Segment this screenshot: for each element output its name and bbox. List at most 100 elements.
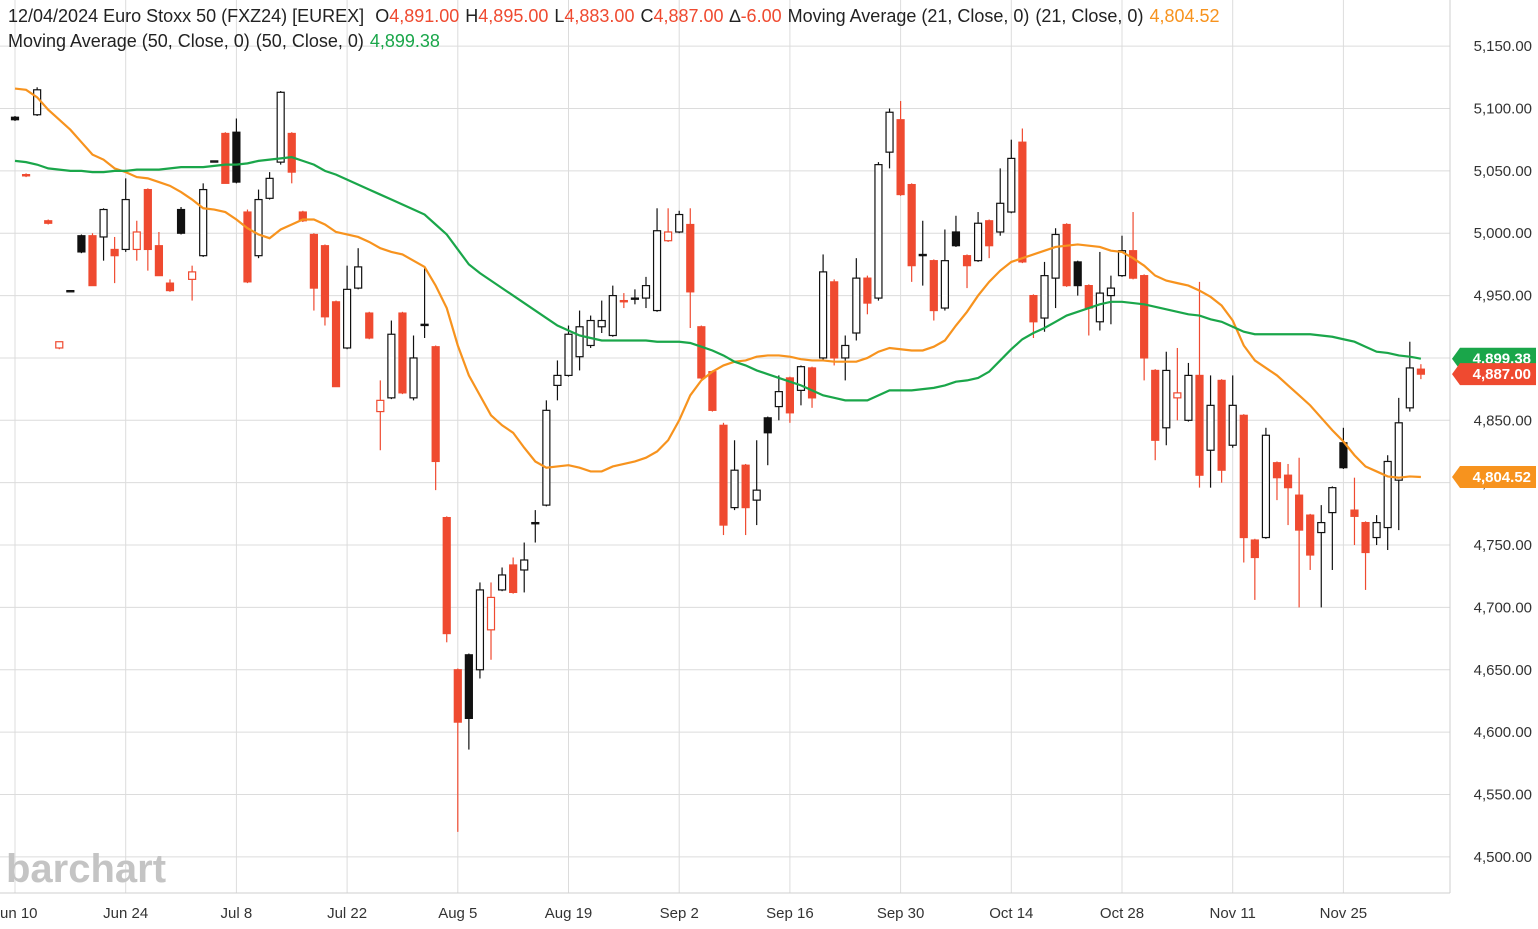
legend-params: (50, Close, 0) (255, 31, 364, 51)
candle-body (154, 245, 164, 277)
candle-body (1084, 285, 1093, 309)
y-tick-label: 4,700.00 (1474, 599, 1532, 616)
candle-body (1018, 141, 1027, 263)
candle-body (165, 282, 175, 292)
candle-body (343, 288, 352, 349)
candle-body (1173, 392, 1182, 399)
candle-body (608, 294, 617, 337)
candle-body (132, 231, 141, 251)
legend-key: O (375, 6, 390, 26)
legend-entry: Moving Average (50, Close, 0) (8, 31, 250, 51)
candle-body (1394, 422, 1403, 481)
candle-body (1383, 460, 1392, 529)
legend-value: 4,895.00 (478, 6, 549, 26)
legend: 12/04/2024 Euro Stoxx 50 (FXZ24) [EUREX]… (8, 4, 1220, 54)
candle-body (1162, 369, 1171, 429)
candle-body (664, 231, 673, 242)
candle-body (652, 230, 662, 312)
last-price-badge-shape (1452, 363, 1536, 386)
candle-body (99, 208, 108, 238)
candle-body (188, 271, 197, 280)
candle-body (619, 299, 628, 303)
candle-body (1272, 462, 1282, 479)
y-tick-label: 5,050.00 (1474, 163, 1532, 180)
candle-body (486, 596, 496, 631)
candle-body (597, 319, 606, 328)
candle-body (575, 326, 584, 358)
legend-value: 4,887.00 (653, 6, 724, 26)
candle-body (497, 574, 507, 591)
candle-body (176, 208, 186, 234)
candle-body (940, 260, 949, 309)
legend-value: 4,804.52 (1149, 6, 1220, 26)
y-tick-label: 4,550.00 (1474, 786, 1532, 803)
legend-key: C (640, 6, 654, 26)
legend-key: ∆ (729, 6, 741, 26)
candle-body (918, 253, 927, 257)
candle-body (951, 231, 961, 247)
grid (0, 0, 1450, 893)
watermark: barchart (6, 847, 166, 891)
y-tick-label: 4,850.00 (1474, 412, 1532, 429)
x-tick-label: Sep 2 (660, 905, 699, 922)
candle-body (10, 116, 20, 121)
legend-value: 4,883.00 (564, 6, 635, 26)
plot (10, 87, 1425, 832)
candle-body (221, 132, 230, 184)
candle-body (276, 91, 285, 163)
candle-body (1350, 509, 1359, 517)
candle-body (309, 233, 318, 289)
candle-body (21, 174, 31, 177)
y-tick-label: 5,150.00 (1474, 38, 1532, 55)
candle-body (210, 160, 219, 163)
candle-body (841, 344, 850, 359)
y-tick-label: 5,000.00 (1474, 225, 1532, 242)
candle-body (265, 177, 274, 199)
candle-body (243, 211, 252, 283)
candle-body (719, 424, 728, 526)
y-tick-label: 5,100.00 (1474, 101, 1532, 118)
last-value-badge-shape (1452, 466, 1536, 489)
x-tick-label: Jun 24 (103, 905, 148, 922)
candle-body (420, 323, 429, 327)
candle-body (287, 132, 296, 173)
candle-body (44, 220, 53, 224)
last-value-badge: 4,804.52 (1473, 469, 1531, 486)
candle-body (1040, 275, 1049, 319)
candle-body (1073, 261, 1082, 287)
candle-body (376, 399, 385, 413)
candle-body (929, 260, 938, 312)
candle-body (641, 285, 651, 299)
candle-body (331, 301, 341, 388)
y-tick-label: 4,950.00 (1474, 288, 1532, 305)
y-tick-label: 4,600.00 (1474, 724, 1532, 741)
candle-body (77, 235, 86, 253)
candle-body (509, 564, 518, 594)
candle-body (1228, 404, 1237, 446)
legend-row: 12/04/2024 Euro Stoxx 50 (FXZ24) [EUREX]… (8, 4, 1220, 29)
candle-body (1339, 442, 1348, 469)
candle-body (708, 371, 717, 411)
candle-body (1283, 474, 1293, 489)
legend-entry: Moving Average (21, Close, 0) (787, 6, 1030, 26)
candle-body (1140, 275, 1149, 359)
x-tick-label: Sep 30 (877, 905, 925, 922)
candle-body (1239, 414, 1248, 539)
candle-body (143, 188, 152, 251)
y-tick-label: 4,750.00 (1474, 537, 1532, 554)
candle-body (697, 326, 706, 379)
x-tick-label: Oct 28 (1100, 905, 1144, 922)
candle-body (1317, 521, 1326, 534)
x-tick-label: Nov 25 (1320, 905, 1368, 922)
candle-body (1250, 539, 1259, 559)
candle-body (464, 654, 473, 719)
candle-body (741, 464, 750, 509)
candle-body (475, 589, 485, 671)
candle-body (630, 297, 640, 300)
candle-body (830, 281, 839, 359)
x-tick-label: Jun 10 (0, 905, 38, 922)
y-tick-label: 4,500.00 (1474, 849, 1532, 866)
candle-body (66, 289, 75, 293)
candle-body (199, 188, 208, 257)
